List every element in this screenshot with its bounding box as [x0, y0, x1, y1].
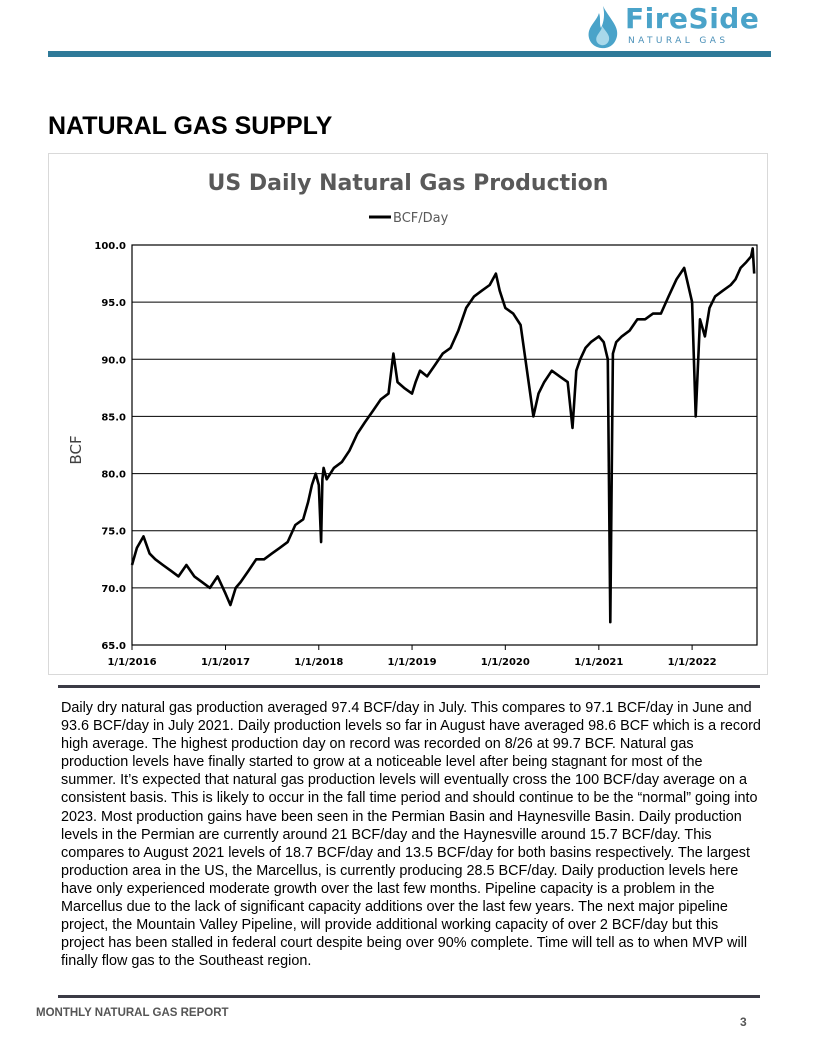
text-top-rule [58, 685, 760, 688]
y-axis-label: BCF [67, 435, 85, 464]
x-tick-label: 1/1/2017 [201, 657, 250, 668]
production-chart: US Daily Natural Gas Production BCF/Day … [48, 153, 768, 675]
legend-label: BCF/Day [393, 211, 449, 226]
logo-tagline: NATURAL GAS [628, 36, 729, 46]
supply-commentary: Daily dry natural gas production average… [61, 700, 761, 970]
x-tick-labels: 1/1/2016 1/1/2017 1/1/2018 1/1/2019 1/1/2020… [107, 645, 717, 668]
chart-title: US Daily Natural Gas Production [208, 171, 609, 196]
y-tick-label: 65.0 [101, 641, 126, 652]
flame-droplet-icon [588, 6, 618, 49]
y-tick-label: 75.0 [101, 527, 126, 538]
header-accent-bar [48, 51, 771, 57]
section-title: NATURAL GAS SUPPLY [48, 112, 333, 140]
report-name: MONTHLY NATURAL GAS REPORT [36, 1007, 229, 1019]
y-tick-label: 85.0 [101, 412, 126, 423]
x-tick-label: 1/1/2018 [294, 657, 343, 668]
x-tick-label: 1/1/2019 [388, 657, 437, 668]
text-bottom-rule [58, 995, 760, 998]
fireside-logo: FireSide NATURAL GAS [583, 2, 773, 50]
y-tick-label: 80.0 [101, 470, 126, 481]
y-tick-label: 95.0 [101, 298, 126, 309]
x-tick-label: 1/1/2022 [668, 657, 717, 668]
y-tick-label: 70.0 [101, 584, 126, 595]
series-line [130, 247, 756, 624]
plot-area-border [131, 244, 758, 646]
y-tick-label: 90.0 [101, 355, 126, 366]
x-tick-label: 1/1/2016 [107, 657, 156, 668]
grid-layer [132, 244, 757, 646]
x-tick-label: 1/1/2020 [481, 657, 530, 668]
x-tick-label: 1/1/2021 [574, 657, 623, 668]
logo-name: FireSide [625, 2, 760, 35]
y-tick-labels: 65.0 70.0 75.0 80.0 85.0 90.0 95.0 100.0 [94, 241, 126, 652]
page-number: 3 [740, 1015, 747, 1029]
y-tick-label: 100.0 [94, 241, 126, 252]
chart-svg: US Daily Natural Gas Production BCF/Day … [67, 171, 758, 668]
series-layer [130, 247, 756, 624]
